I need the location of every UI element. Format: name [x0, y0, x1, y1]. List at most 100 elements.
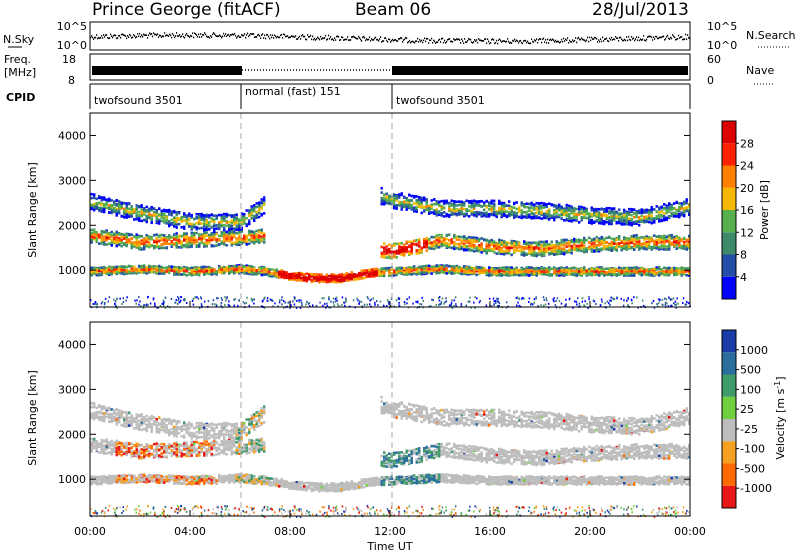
power-cell: [671, 234, 673, 237]
noise-point: [140, 36, 141, 38]
power-cell: [441, 270, 443, 273]
power-cell: [153, 234, 155, 237]
noise-point: [360, 39, 361, 41]
power-cell: [201, 227, 203, 230]
power-cell: [168, 268, 170, 271]
noise-point: [176, 32, 177, 34]
noise-point: [235, 35, 236, 37]
power-cell: [123, 271, 125, 274]
power-cell: [396, 267, 398, 270]
power-cell: [626, 244, 628, 247]
noise-point: [601, 41, 602, 43]
power-cell: [578, 239, 580, 242]
power-cell: [678, 271, 680, 274]
power-cell: [126, 236, 128, 239]
power-cell: [436, 268, 438, 271]
power-cell: [101, 203, 103, 206]
power-cell: [461, 273, 463, 276]
power-cell: [588, 241, 590, 244]
power-cell: [431, 247, 433, 250]
power-cell: [446, 245, 448, 248]
noise-point: [314, 38, 315, 40]
noise-point: [525, 40, 526, 42]
power-cell: [91, 236, 93, 239]
power-cell: [538, 269, 540, 272]
power-cell: [496, 247, 498, 250]
power-cell: [181, 217, 183, 220]
noise-point: [284, 34, 285, 36]
noise-point: [91, 35, 92, 37]
power-cell: [686, 248, 688, 251]
power-cell: [576, 245, 578, 248]
power-cell: [118, 244, 120, 247]
power-cell: [593, 242, 595, 245]
power-cell: [623, 267, 625, 270]
power-cell: [193, 234, 195, 237]
power-cell: [193, 218, 195, 221]
power-cell: [436, 264, 438, 267]
noise-point: [535, 40, 536, 42]
power-cell: [218, 271, 220, 274]
noise-point: [425, 41, 426, 43]
noise-point: [203, 34, 204, 36]
power-cell: [446, 268, 448, 271]
power-cell: [471, 239, 473, 242]
power-cell: [166, 242, 168, 245]
noise-point: [653, 36, 654, 38]
power-cell: [196, 222, 198, 225]
noise-point: [100, 37, 101, 39]
power-cell: [521, 268, 523, 271]
power-cell: [141, 271, 143, 274]
power-cell: [671, 243, 673, 246]
power-cell: [326, 274, 328, 277]
power-cell: [288, 276, 290, 279]
power-cell: [156, 220, 158, 223]
power-cell: [573, 248, 575, 251]
power-cell: [116, 213, 118, 216]
power-cell: [113, 266, 115, 269]
power-cell: [656, 247, 658, 250]
power-cell: [431, 236, 433, 239]
power-cell: [458, 245, 460, 248]
power-cell: [243, 266, 245, 269]
power-cell: [556, 243, 558, 246]
power-cell: [303, 273, 305, 276]
power-cell: [146, 269, 148, 272]
power-cell: [546, 246, 548, 249]
noise-point: [530, 43, 531, 45]
power-cell: [191, 269, 193, 272]
noise-point: [449, 38, 450, 40]
power-cell: [231, 241, 233, 244]
power-cell: [531, 273, 533, 276]
power-cell: [528, 266, 530, 269]
power-cell: [423, 246, 425, 249]
power-cell: [501, 267, 503, 270]
power-cell: [186, 223, 188, 226]
power-cell: [188, 242, 190, 245]
power-cell: [168, 225, 170, 228]
power-cell: [181, 235, 183, 238]
power-cell: [541, 267, 543, 270]
power-cell: [293, 273, 295, 276]
power-cell: [318, 279, 320, 282]
power-cell: [611, 249, 613, 252]
power-cell: [493, 245, 495, 248]
power-cell: [121, 215, 123, 218]
power-cell: [226, 266, 228, 269]
power-cell: [456, 247, 458, 250]
power-cell: [416, 244, 418, 247]
noise-point: [240, 36, 241, 38]
power-cell: [296, 279, 298, 282]
noise-point: [142, 36, 143, 38]
noise-point: [674, 37, 675, 39]
power-cell: [488, 249, 490, 252]
power-cell: [146, 241, 148, 244]
power-cell: [678, 244, 680, 247]
power-cell: [508, 247, 510, 250]
power-cell: [511, 244, 513, 247]
noise-point: [537, 42, 538, 44]
noise-point: [330, 36, 331, 38]
noise-point: [249, 34, 250, 36]
power-cell: [198, 245, 200, 248]
power-cell: [568, 241, 570, 244]
